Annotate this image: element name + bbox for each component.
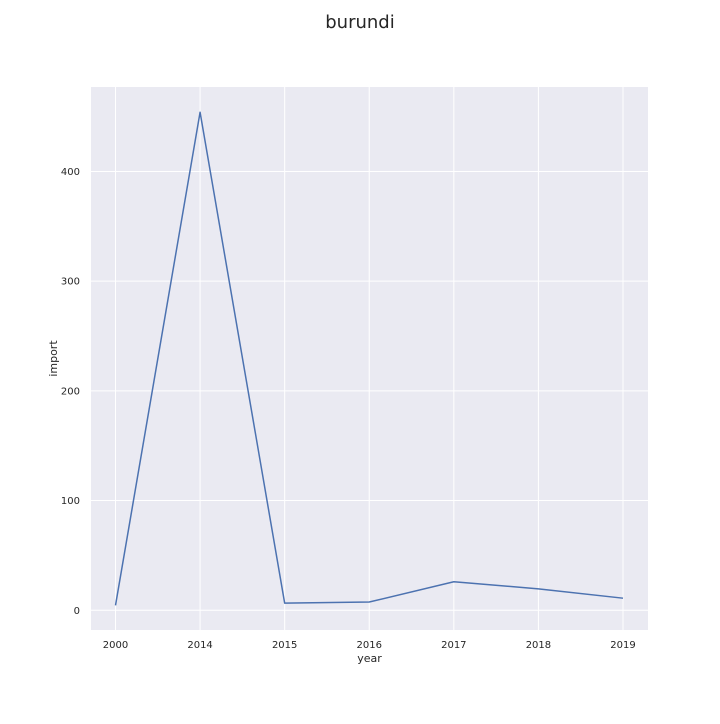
y-axis-label: import: [47, 340, 60, 377]
y-tick-label: 200: [61, 386, 80, 397]
x-tick-label: 2015: [272, 640, 297, 651]
chart-title: burundi: [325, 12, 394, 33]
x-tick-label: 2014: [187, 640, 212, 651]
x-tick-label: 2019: [610, 640, 635, 651]
x-axis-label: year: [357, 652, 382, 665]
x-axis-ticks: 2000 2014 2015 2016 2017 2018 2019: [103, 640, 636, 651]
grid: [91, 87, 648, 630]
x-tick-label: 2017: [441, 640, 466, 651]
x-tick-label: 2016: [357, 640, 382, 651]
y-tick-label: 300: [61, 277, 80, 288]
y-tick-label: 0: [74, 606, 80, 617]
y-tick-label: 100: [61, 496, 80, 507]
x-tick-label: 2018: [526, 640, 551, 651]
series-line: [114, 111, 624, 606]
x-tick-label: 2000: [103, 640, 128, 651]
y-axis-ticks: 0 100 200 300 400: [61, 167, 80, 617]
y-tick-label: 400: [61, 167, 80, 178]
series-layer: [114, 111, 624, 606]
